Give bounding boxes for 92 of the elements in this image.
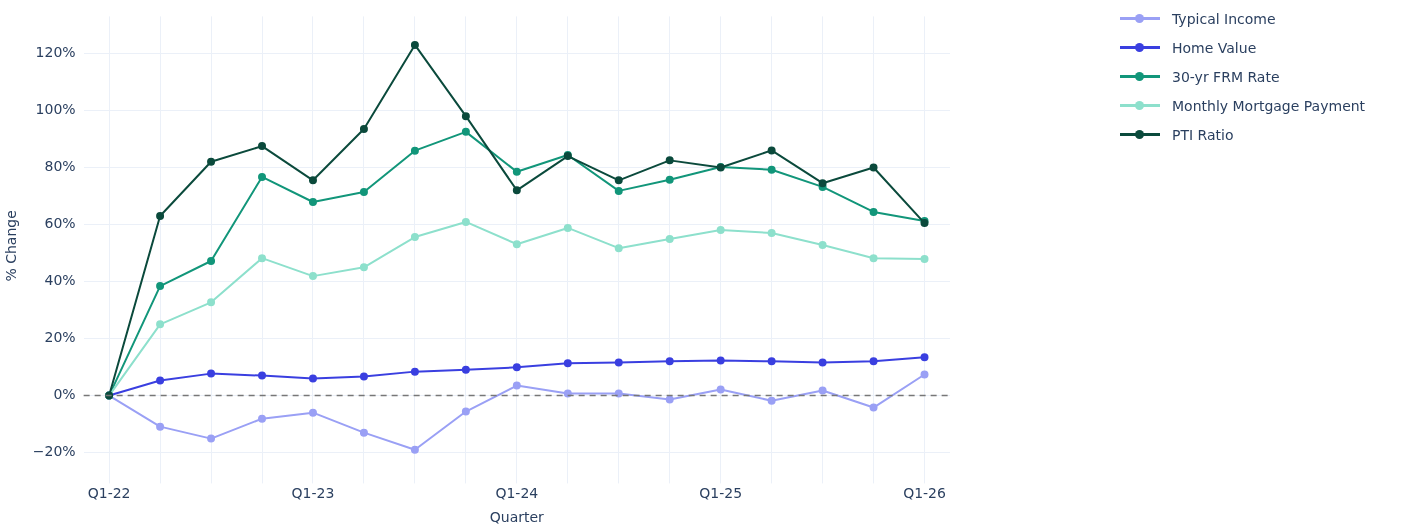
point [767, 165, 776, 174]
point [258, 172, 267, 181]
point [665, 156, 674, 165]
point [614, 186, 623, 195]
legend-label: Typical Income [1172, 10, 1276, 27]
point [920, 255, 929, 264]
point [258, 142, 267, 151]
x-tick-label: Q1-24 [495, 485, 539, 502]
y-tick-label: 80% [44, 158, 76, 175]
point [614, 358, 623, 367]
y-axis-title: % Change [3, 210, 20, 282]
point [207, 298, 216, 307]
point [308, 176, 317, 185]
point [767, 146, 776, 155]
y-tick-label: 20% [44, 329, 76, 346]
point [207, 434, 216, 443]
point [614, 176, 623, 185]
point [920, 370, 929, 379]
point [156, 211, 165, 220]
point [869, 357, 878, 366]
point [818, 386, 827, 395]
x-tick-label: Q1-22 [87, 485, 131, 502]
point [461, 407, 470, 416]
legend-label: 30-yr FRM Rate [1172, 68, 1280, 85]
point [461, 112, 470, 121]
point [920, 353, 929, 362]
point [512, 167, 521, 176]
point [410, 367, 419, 376]
legend-label: PTI Ratio [1172, 126, 1234, 143]
point [512, 240, 521, 249]
point [869, 254, 878, 263]
point [716, 385, 725, 394]
point [716, 225, 725, 234]
point [461, 365, 470, 374]
point [410, 233, 419, 242]
point [512, 363, 521, 372]
point [156, 376, 165, 385]
point [156, 320, 165, 329]
point [207, 369, 216, 378]
y-tick-label: 120% [35, 44, 76, 61]
point [665, 235, 674, 244]
point [767, 396, 776, 405]
point [359, 188, 368, 197]
point [563, 389, 572, 398]
point [563, 223, 572, 232]
point [869, 163, 878, 172]
legend-label: Home Value [1172, 39, 1257, 56]
point [512, 186, 521, 195]
point [614, 389, 623, 398]
y-tick-label: −20% [32, 443, 76, 460]
y-tick-label: 40% [44, 272, 76, 289]
x-tick-label: Q1-25 [699, 485, 743, 502]
point [207, 257, 216, 266]
point [410, 40, 419, 49]
x-tick-label: Q1-26 [903, 485, 947, 502]
point [410, 146, 419, 155]
point [461, 217, 470, 226]
point [258, 414, 267, 423]
y-tick-label: 0% [53, 386, 76, 403]
point [869, 207, 878, 216]
point [665, 175, 674, 184]
point [461, 127, 470, 136]
point [665, 395, 674, 404]
point [308, 272, 317, 281]
point [665, 357, 674, 366]
x-axis-title: Quarter [489, 509, 545, 526]
point [359, 125, 368, 134]
point [156, 422, 165, 431]
point [869, 403, 878, 412]
point [818, 358, 827, 367]
legend-label: Monthly Mortgage Payment [1172, 97, 1366, 114]
point [563, 359, 572, 368]
point [308, 198, 317, 206]
x-tick-label: Q1-23 [291, 485, 335, 502]
point [512, 381, 521, 390]
point [818, 241, 827, 250]
point [767, 229, 776, 238]
point [359, 372, 368, 381]
point [410, 445, 419, 454]
point [207, 157, 216, 166]
point [614, 244, 623, 253]
point [308, 408, 317, 417]
point [258, 254, 267, 263]
point [767, 357, 776, 366]
y-tick-label: 60% [44, 215, 76, 232]
y-tick-label: 100% [35, 101, 76, 118]
point [716, 356, 725, 365]
point [308, 374, 317, 383]
point [359, 263, 368, 272]
point [258, 371, 267, 380]
point [156, 282, 165, 291]
point [359, 428, 368, 437]
